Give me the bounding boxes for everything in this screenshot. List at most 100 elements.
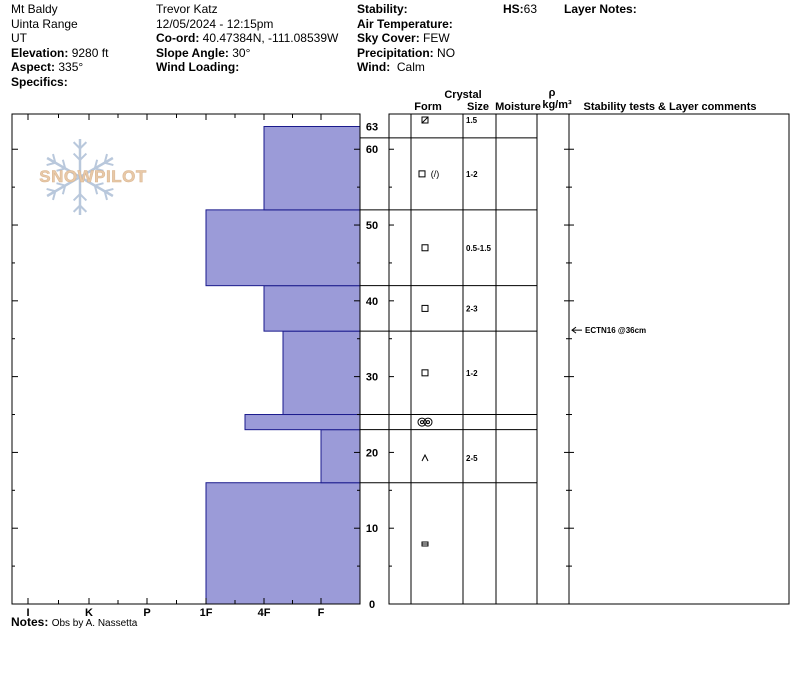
hardness-axis: I K P 1F 4F F — [26, 114, 325, 619]
range-name: Uinta Range — [11, 16, 78, 31]
crystal-header: Crystal — [444, 89, 481, 101]
observer-info: Trevor Katz 12/05/2024 - 12:15pm Co-ord:… — [156, 2, 338, 75]
aspect: Aspect: 335° — [11, 60, 108, 75]
layer-notes-label: Layer Notes: — [564, 2, 637, 16]
snowflake-icon — [46, 139, 114, 215]
precip-value: NO — [437, 45, 456, 60]
icon-square — [421, 369, 429, 377]
slope-value: 30° — [232, 45, 251, 60]
layer-size: 0.5-1.5 — [466, 244, 491, 253]
icon-dot — [420, 420, 424, 425]
hs-label: HS: — [503, 2, 524, 16]
specifics: Specifics: — [11, 75, 108, 90]
coord-label: Co-ord: — [156, 31, 200, 45]
flake-branch — [46, 161, 56, 167]
flake-branch — [56, 167, 66, 172]
flake-branch — [79, 193, 88, 202]
flake-branch — [79, 204, 88, 213]
icon-square — [421, 116, 429, 124]
faceted-rounding-icon: (/) — [418, 169, 440, 179]
coordinates: Co-ord: 40.47384N, -111.08539W — [156, 31, 338, 46]
notes-value: Obs by A. Nassetta — [52, 618, 138, 629]
flake-branch — [72, 152, 81, 161]
notes: Notes: Obs by A. Nassetta — [11, 615, 138, 629]
flake-branch — [46, 187, 56, 193]
flake-branch — [52, 153, 57, 164]
elevation: Elevation: 9280 ft — [11, 46, 108, 61]
precip-label: Precipitation: — [357, 45, 434, 60]
stability: Stability: — [357, 2, 455, 17]
site-info: Mt Baldy Uinta Range UT Elevation: 9280 … — [11, 2, 108, 89]
elevation-label: Elevation: — [11, 45, 69, 60]
conditions-info: Stability: Air Temperature: Sky Cover: F… — [357, 2, 455, 75]
icon-circle — [423, 417, 433, 427]
elevation-value: 9280 ft — [71, 45, 109, 60]
test-arrow-head — [571, 326, 577, 334]
y-tick-label-0: 0 — [369, 599, 375, 611]
snowpilot-logo: SNOWPILOT — [39, 139, 147, 215]
layer-size: 2-5 — [466, 454, 478, 463]
precipitation: Precipitation: NO — [357, 46, 455, 61]
layer-row-7: 1.5 — [421, 116, 478, 125]
flake-branch — [93, 159, 99, 169]
flake-branch — [104, 187, 114, 193]
hardness-bar-0 — [205, 482, 361, 605]
faceted-icon — [421, 369, 429, 377]
notes-label: Notes: — [11, 615, 48, 629]
x-tick-label-P: P — [143, 607, 150, 619]
logo-text: SNOWPILOT — [39, 167, 147, 186]
wind: Wind: Calm — [357, 60, 455, 75]
y-top-label: 63 — [366, 122, 378, 134]
flake-branch — [103, 153, 108, 164]
layer-size: 1-2 — [466, 170, 478, 179]
hardness-bar-5 — [205, 209, 361, 287]
date-time: 12/05/2024 - 12:15pm — [156, 16, 274, 31]
flake-branch — [79, 141, 88, 150]
layer-notes: Layer Notes: — [564, 2, 637, 17]
hardness-bar-2 — [244, 414, 361, 431]
depth-hoar-icon — [421, 453, 429, 462]
y-tick-label-40: 40 — [366, 296, 378, 308]
x-tick-label-1F: 1F — [200, 607, 213, 619]
form-header: Form — [414, 101, 442, 113]
coord-value: 40.47384N, -111.08539W — [202, 31, 339, 45]
hardness-bar-1 — [320, 429, 361, 484]
slope-angle: Slope Angle: 30° — [156, 46, 338, 61]
sky-label: Sky Cover: — [357, 31, 420, 45]
icon-square — [421, 304, 429, 312]
icon-slash — [421, 116, 429, 124]
flake-arm — [46, 156, 81, 179]
layer-row-4: 2-3 — [421, 304, 478, 313]
hs-value: 63 — [523, 2, 538, 16]
flake-branch — [79, 152, 88, 161]
x-tick-label-I: I — [26, 607, 29, 619]
snow-height: HS:63 — [503, 2, 537, 17]
icon-dot — [426, 420, 430, 425]
layer-row-1: 2-5 — [421, 453, 478, 463]
comments-header: Stability tests & Layer comments — [583, 101, 756, 113]
flake-branch — [72, 193, 81, 202]
flake-arm — [46, 175, 81, 198]
hardness-bar-6 — [263, 126, 361, 211]
wind-loading-label: Wind Loading: — [156, 60, 240, 74]
icon-paren: (/) — [431, 169, 440, 179]
x-tick-label-4F: 4F — [258, 607, 271, 619]
flake-branch — [93, 185, 99, 195]
flake-arm — [79, 156, 114, 179]
layer-rows — [360, 137, 537, 484]
observer-name: Trevor Katz — [156, 2, 218, 16]
sky-value: FEW — [423, 31, 450, 45]
y-tick-label-50: 50 — [366, 220, 378, 232]
flake-branch — [61, 159, 67, 169]
flake-arm — [79, 175, 114, 198]
icon-square — [418, 170, 426, 178]
stability-label: Stability: — [357, 2, 408, 16]
faceted-icon — [421, 244, 429, 252]
flake-branch — [52, 190, 57, 201]
faceted-icon — [421, 304, 429, 312]
melt-form-icon — [421, 541, 429, 547]
density-unit: kg/m³ — [542, 99, 572, 111]
stability-tests: ECTN16 @36cm — [571, 326, 646, 335]
hardness-bar-4 — [263, 285, 361, 332]
air-temp-label: Air Temperature: — [357, 16, 453, 31]
